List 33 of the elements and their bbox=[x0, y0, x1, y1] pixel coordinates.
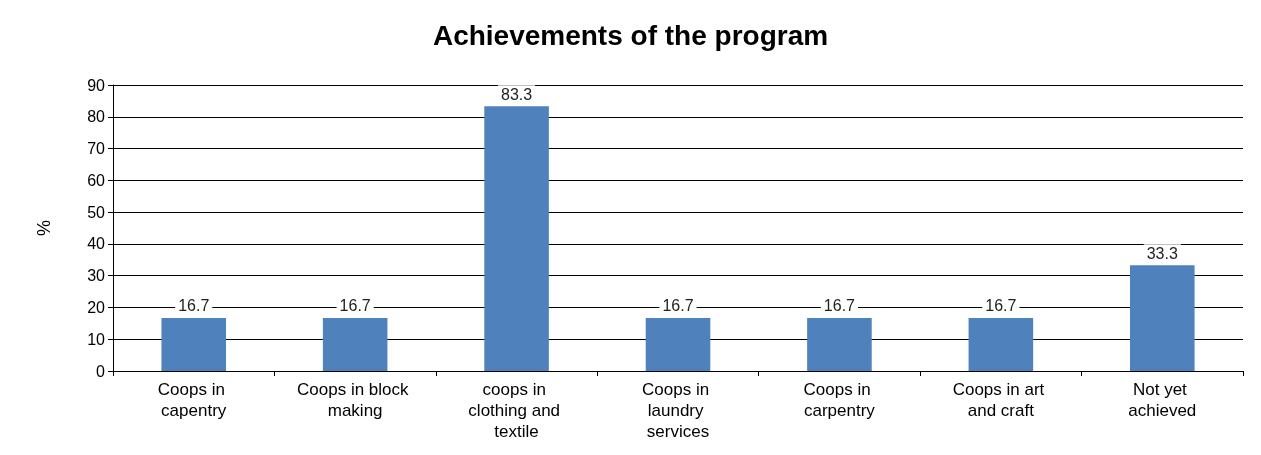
data-label: 33.3 bbox=[1146, 244, 1178, 262]
data-label: 16.7 bbox=[178, 297, 210, 315]
data-label: 16.7 bbox=[823, 297, 856, 315]
y-tick-label: 60 bbox=[87, 171, 106, 189]
y-tick-label: 30 bbox=[87, 267, 106, 285]
x-tick-label: Coops in carpentry bbox=[803, 380, 876, 420]
x-tick-label: Coops in laundry services bbox=[642, 380, 714, 441]
x-tick-label: Coops in block making bbox=[297, 380, 414, 420]
bar bbox=[1130, 265, 1195, 371]
data-label: 83.3 bbox=[501, 85, 533, 103]
data-label: 16.7 bbox=[339, 297, 371, 315]
chart-title: Achievements of the program bbox=[432, 19, 829, 51]
y-tick-label: 70 bbox=[87, 140, 106, 158]
x-tick-label: Not yet achieved bbox=[1128, 380, 1197, 420]
bar bbox=[968, 317, 1034, 371]
y-tick-label: 90 bbox=[87, 76, 106, 94]
y-tick-label: 0 bbox=[96, 362, 106, 380]
y-tick-label: 50 bbox=[87, 203, 106, 221]
y-tick-label: 40 bbox=[87, 235, 106, 253]
bar bbox=[807, 317, 872, 371]
bar bbox=[484, 106, 549, 371]
data-label: 16.7 bbox=[985, 297, 1017, 315]
bar bbox=[322, 317, 388, 371]
x-tick-label: Coops in capentry bbox=[157, 380, 230, 420]
data-label: 16.7 bbox=[662, 297, 694, 315]
bar bbox=[161, 317, 226, 371]
y-tick-label: 10 bbox=[87, 330, 106, 348]
x-tick-label: coops in clothing and textile bbox=[468, 380, 565, 441]
y-tick-label: 80 bbox=[87, 108, 106, 126]
x-tick-label: Coops in art and craft bbox=[952, 380, 1050, 420]
y-tick-label: 20 bbox=[87, 298, 106, 316]
bar bbox=[645, 317, 711, 371]
y-axis-title: % bbox=[34, 219, 54, 237]
